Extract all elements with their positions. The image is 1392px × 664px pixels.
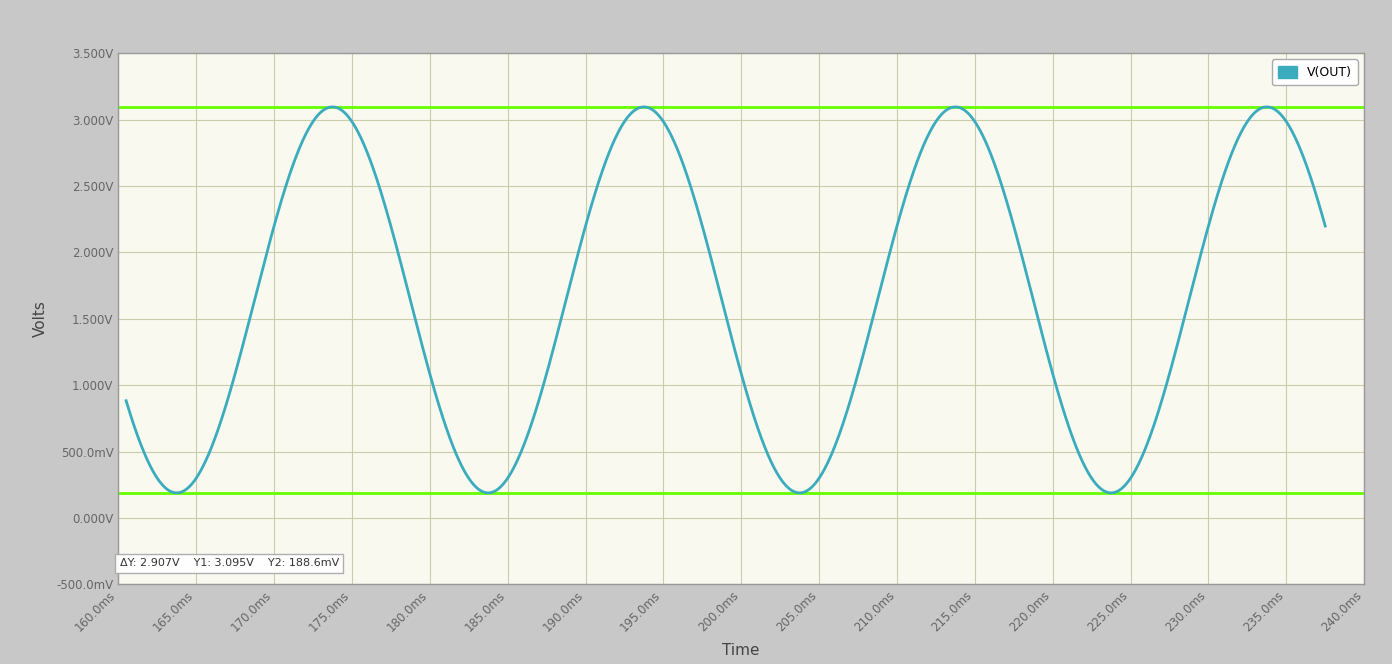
X-axis label: Time: Time xyxy=(722,643,760,658)
Text: ΔY: 2.907V    Y1: 3.095V    Y2: 188.6mV: ΔY: 2.907V Y1: 3.095V Y2: 188.6mV xyxy=(120,558,338,568)
Legend: V(OUT): V(OUT) xyxy=(1272,59,1359,86)
Y-axis label: Volts: Volts xyxy=(33,300,47,337)
